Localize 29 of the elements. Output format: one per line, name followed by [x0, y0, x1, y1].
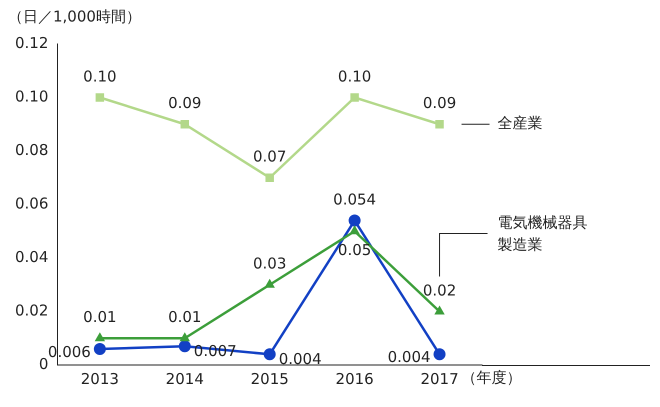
data-label: 0.054 — [333, 190, 376, 208]
data-label: 0.09 — [422, 94, 456, 112]
data-label: 0.01 — [83, 308, 117, 326]
text: 電気機械器具製造業 — [498, 213, 588, 254]
x-tick-label: 2013 — [80, 370, 119, 388]
x-tick-label: 2016 — [336, 370, 374, 388]
data-label: 0.05 — [338, 241, 372, 260]
data-label: 0.07 — [252, 148, 286, 166]
data-label: 0.004 — [278, 350, 322, 368]
y-tick-label: 0.12 — [14, 34, 48, 52]
data-label: 0.02 — [422, 281, 456, 300]
y-axis-title: （日／1,000時間） — [8, 7, 141, 26]
y-tick-label: 0 — [38, 354, 48, 373]
y-tick-label: 0.06 — [14, 194, 48, 212]
x-tick-label: 2017 — [420, 370, 459, 388]
x-axis-title: （年度） — [462, 368, 522, 386]
data-label: 0.03 — [252, 254, 286, 273]
data-label: 0.09 — [168, 94, 202, 112]
x-tick-label: 2015 — [250, 370, 289, 388]
text: 全産業 — [498, 114, 543, 132]
data-label: 0.004 — [388, 348, 431, 366]
y-tick-label: 0.08 — [14, 140, 48, 159]
x-tick-label: 2014 — [166, 370, 204, 388]
data-label: 0.10 — [338, 67, 372, 86]
y-tick-label: 0.10 — [14, 87, 48, 106]
y-tick-label: 0.04 — [14, 248, 48, 266]
y-tick-label: 0.02 — [14, 301, 48, 320]
data-label: 0.01 — [168, 308, 202, 326]
data-label: 0.10 — [83, 67, 117, 86]
